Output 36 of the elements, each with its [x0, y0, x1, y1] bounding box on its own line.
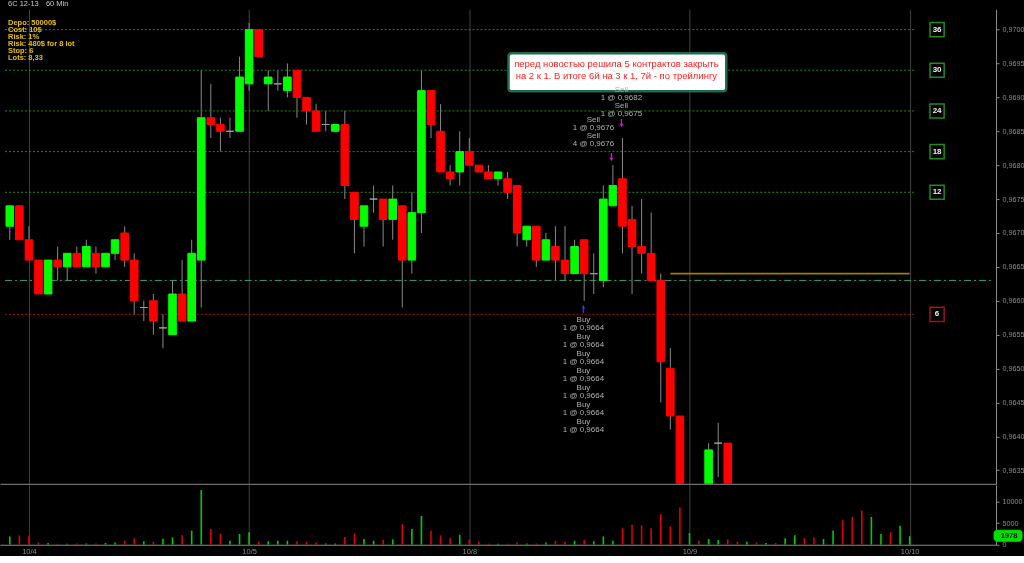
annotation: Buy 1 @ 0,9664 [562, 348, 605, 367]
annotation: 24 [932, 105, 943, 115]
candlestick [541, 232, 551, 261]
candlestick [5, 205, 15, 241]
annotation: 30 [932, 65, 943, 75]
candlestick [53, 246, 62, 281]
annotation: Buy 1 @ 0,9664 [562, 314, 605, 333]
annotation: перед новостью решила 5 контрактов закрыть на 2 к 1. В итоге 6й на 3 к 1, 7й - по трейлингу [514, 58, 719, 82]
candlestick [359, 205, 369, 248]
annotation: Sell 1 @ 0,9675 [600, 101, 643, 119]
annotation: Sell 1 @ 0,9682 [600, 85, 643, 103]
candlestick [283, 63, 292, 98]
candlestick [158, 313, 168, 349]
annotation: 6 [934, 309, 940, 319]
annotation: 18 [932, 146, 943, 156]
candlestick [388, 185, 398, 241]
annotation: Buy 1 @ 0,9664 [562, 382, 605, 401]
annotation: 36 [932, 24, 943, 34]
candlestick [62, 252, 72, 281]
candlestick [455, 130, 465, 187]
annotation: Sell 4 @ 0,9676 [572, 131, 615, 149]
candlestick [263, 69, 273, 112]
annotation: Buy 1 @ 0,9664 [562, 331, 605, 350]
annotation: Buy 1 @ 0,9664 [562, 399, 605, 418]
annotation: Buy 1 @ 0,9664 [562, 365, 605, 384]
candlestick [369, 185, 378, 214]
candlestick [378, 198, 388, 248]
candlestick [91, 246, 101, 275]
candlestick [522, 225, 532, 248]
annotation: 12 [932, 187, 943, 197]
candlestick [713, 422, 723, 478]
candlestick [82, 239, 91, 268]
candlestick [72, 246, 82, 268]
candlestick [149, 293, 158, 336]
annotation: Buy 1 @ 0,9664 [562, 416, 605, 435]
candlestick [493, 171, 503, 187]
